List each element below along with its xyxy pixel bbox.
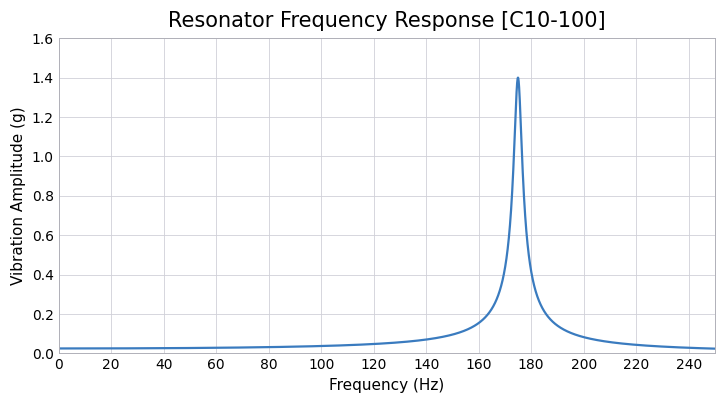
Y-axis label: Vibration Amplitude (g): Vibration Amplitude (g) — [11, 107, 26, 285]
X-axis label: Frequency (Hz): Frequency (Hz) — [329, 378, 444, 393]
Title: Resonator Frequency Response [C10-100]: Resonator Frequency Response [C10-100] — [168, 11, 605, 31]
